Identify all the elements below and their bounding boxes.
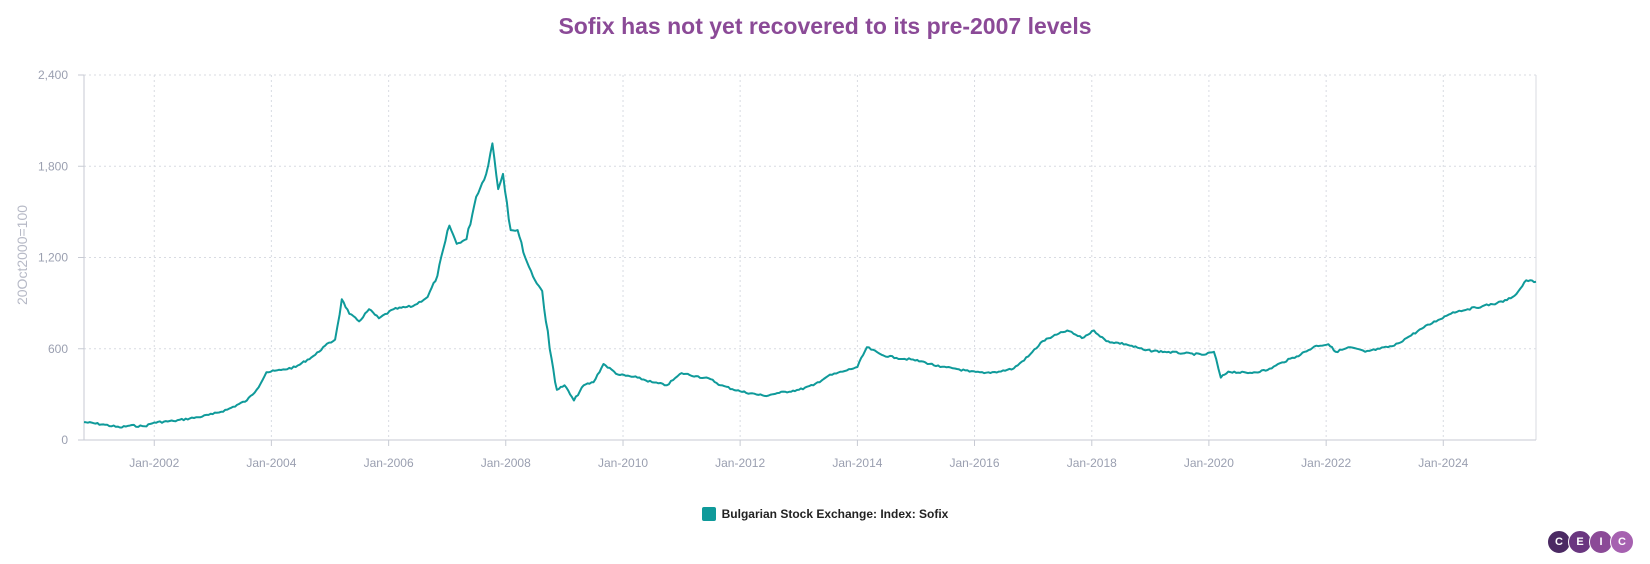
logo-letter: C: [1610, 530, 1634, 554]
x-tick-label: Jan-2022: [1301, 456, 1351, 470]
series-line: [83, 142, 1537, 429]
y-tick-label: 0: [61, 433, 68, 447]
chart-title: Sofix has not yet recovered to its pre-2…: [558, 13, 1092, 39]
legend-label: Bulgarian Stock Exchange: Index: Sofix: [721, 507, 949, 521]
x-tick-label: Jan-2008: [481, 456, 531, 470]
y-tick-label: 600: [48, 342, 68, 356]
x-tick-label: Jan-2004: [246, 456, 296, 470]
legend-swatch: [701, 507, 716, 521]
y-axis-title: 20Oct2000=100: [14, 205, 30, 305]
x-tick-label: Jan-2018: [1067, 456, 1117, 470]
logo-letter: E: [1568, 530, 1592, 554]
x-tick-label: Jan-2010: [598, 456, 648, 470]
x-tick-label: Jan-2014: [832, 456, 882, 470]
x-tick-label: Jan-2012: [715, 456, 765, 470]
y-tick-label: 1,200: [38, 251, 68, 265]
series-layer: [83, 142, 1537, 429]
ceic-logo: C E I C: [1547, 530, 1634, 554]
x-tick-label: Jan-2020: [1184, 456, 1234, 470]
x-tick-label: Jan-2016: [949, 456, 999, 470]
y-tick-label: 1,800: [38, 159, 68, 173]
tick-labels: 0 600 1,200 1,800 2,400 Jan-2002 Jan-2004 Jan-2…: [38, 68, 1469, 470]
axes: [78, 74, 1537, 446]
x-tick-label: Jan-2002: [129, 456, 179, 470]
y-tick-label: 2,400: [38, 68, 68, 82]
legend[interactable]: Bulgarian Stock Exchange: Index: Sofix: [0, 507, 1650, 521]
logo-letter: C: [1547, 530, 1571, 554]
x-tick-label: Jan-2024: [1418, 456, 1468, 470]
x-tick-label: Jan-2006: [364, 456, 414, 470]
